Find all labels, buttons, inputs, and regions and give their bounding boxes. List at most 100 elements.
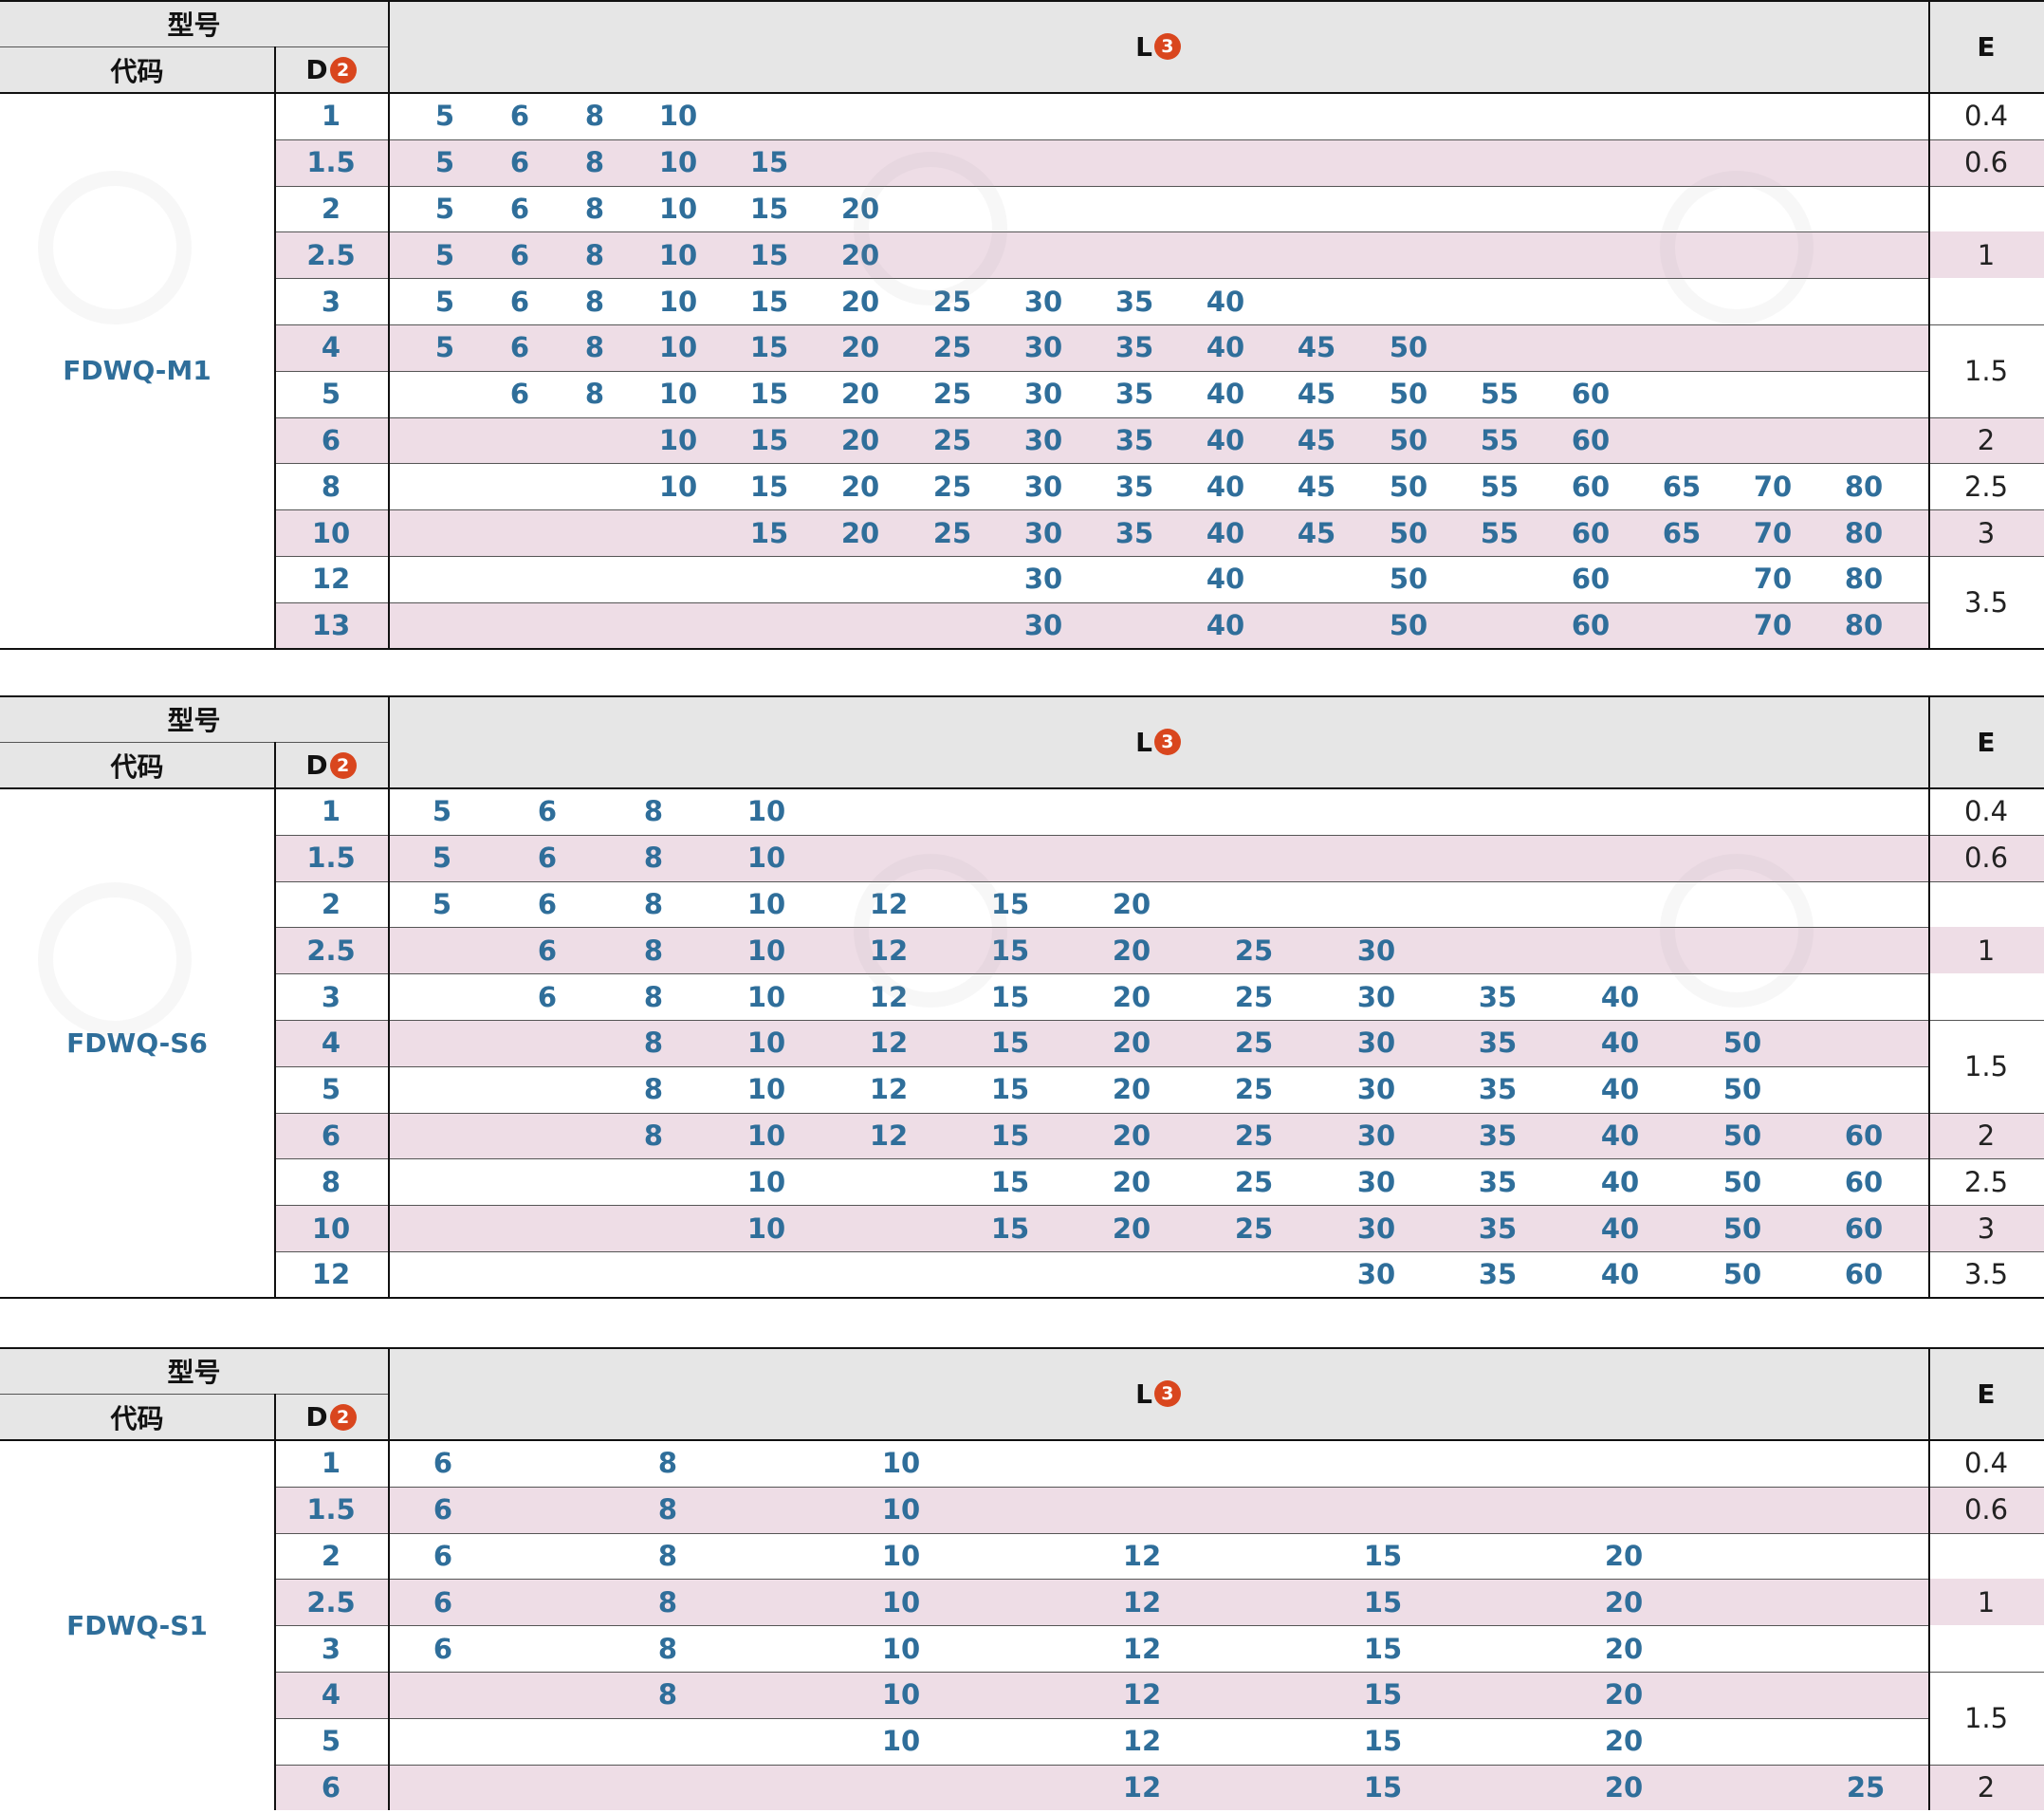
l-value: 8	[643, 1073, 664, 1106]
grid-line	[274, 1112, 1928, 1114]
grid-line	[274, 46, 276, 649]
grid-line	[1928, 880, 2044, 882]
l-value: 10	[746, 1073, 786, 1106]
l-value: 80	[1844, 563, 1884, 596]
l-value: 60	[1844, 1165, 1884, 1198]
model-code: FDWQ-S6	[66, 1027, 208, 1059]
e-value: 1	[1977, 934, 1996, 967]
grid-line	[274, 1579, 1928, 1581]
grid-line	[274, 1158, 1928, 1160]
l-value: 5	[434, 100, 455, 133]
grid-line	[0, 1394, 388, 1395]
d-value: 5	[321, 1073, 341, 1106]
l-value: 30	[1356, 1073, 1396, 1106]
l-value: 15	[749, 516, 789, 549]
l-value: 25	[932, 470, 972, 503]
e-stripe	[1928, 231, 2044, 279]
l-value: 10	[658, 470, 698, 503]
l-value: 20	[1604, 1632, 1644, 1665]
l-value: 60	[1571, 423, 1611, 456]
grid-line	[1928, 1672, 2044, 1673]
l-value: 40	[1206, 470, 1245, 503]
l-value: 8	[643, 980, 664, 1013]
e-stripe	[1928, 1486, 2044, 1533]
l-value: 12	[1122, 1678, 1162, 1711]
l-value: 30	[1356, 1119, 1396, 1152]
row-stripe	[274, 416, 1928, 464]
e-value: 1.5	[1963, 354, 2009, 387]
e-stripe	[1928, 1764, 2044, 1811]
spec-table-fdwq-s1: 型号 代码 D 2 L 3 E FDWQ-S1 1 6 8 10 1.5 6 8 10 2 6 8 10 12 15 20 2…	[0, 1347, 2044, 1812]
model-code: FDWQ-S1	[66, 1609, 208, 1641]
l-value: 20	[1604, 1770, 1644, 1804]
l-value: 50	[1722, 1119, 1762, 1152]
d-value: 12	[311, 563, 351, 596]
grid-line	[0, 695, 2044, 697]
badge-3-icon: 3	[1153, 33, 1181, 60]
l-value: 10	[658, 423, 698, 456]
header-code: 代码	[110, 55, 164, 87]
e-value: 0.4	[1963, 1447, 2009, 1480]
l-value: 10	[881, 1493, 921, 1526]
l-value: 6	[509, 285, 530, 318]
grid-line	[274, 463, 1928, 465]
l-value: 15	[749, 238, 789, 271]
l-value: 80	[1844, 470, 1884, 503]
l-value: 30	[1356, 934, 1396, 967]
l-value: 35	[1114, 378, 1154, 411]
l-value: 60	[1571, 378, 1611, 411]
l-value: 35	[1114, 423, 1154, 456]
grid-line	[1928, 1532, 2044, 1534]
grid-line	[1928, 1764, 2044, 1766]
d-value: 13	[311, 609, 351, 642]
l-value: 10	[881, 1585, 921, 1619]
header-model: 型号	[167, 9, 221, 41]
l-value: 6	[509, 378, 530, 411]
l-value: 25	[932, 423, 972, 456]
grid-line	[274, 416, 1928, 418]
l-value: 20	[1604, 1725, 1644, 1758]
l-value: 25	[1234, 934, 1274, 967]
e-value: 1	[1977, 238, 1996, 271]
grid-line	[274, 834, 1928, 836]
header-d-label: D	[305, 749, 328, 781]
e-value: 3.5	[1963, 1258, 2009, 1291]
l-value: 15	[990, 1073, 1030, 1106]
l-value: 5	[432, 795, 452, 828]
l-value: 70	[1753, 609, 1793, 642]
header-l-label: L	[1135, 30, 1152, 63]
header-model: 型号	[167, 704, 221, 736]
l-value: 10	[881, 1632, 921, 1665]
row-stripe	[274, 231, 1928, 279]
l-value: 10	[881, 1725, 921, 1758]
l-value: 5	[434, 331, 455, 364]
l-value: 40	[1600, 1258, 1640, 1291]
l-value: 50	[1722, 1073, 1762, 1106]
row-stripe	[274, 1672, 1928, 1718]
l-value: 8	[584, 146, 605, 179]
l-value: 30	[1356, 1027, 1396, 1060]
l-value: 40	[1600, 1119, 1640, 1152]
d-value: 1.5	[306, 146, 356, 179]
watermark-logo-icon	[38, 882, 192, 1036]
d-value: 2	[321, 192, 341, 225]
l-value: 30	[1356, 1212, 1396, 1245]
l-value: 8	[584, 238, 605, 271]
l-value: 5	[434, 146, 455, 179]
l-value: 20	[840, 378, 880, 411]
l-value: 30	[1023, 378, 1063, 411]
grid-line	[274, 370, 1928, 372]
l-value: 10	[746, 1027, 786, 1060]
l-value: 50	[1722, 1258, 1762, 1291]
d-value: 1.5	[306, 842, 356, 875]
l-value: 10	[746, 795, 786, 828]
l-value: 35	[1478, 1073, 1518, 1106]
grid-line	[274, 927, 1928, 929]
grid-line	[1928, 463, 2044, 465]
l-value: 55	[1480, 516, 1519, 549]
l-value: 20	[1112, 1073, 1151, 1106]
l-value: 5	[434, 285, 455, 318]
d-value: 10	[311, 1212, 351, 1245]
